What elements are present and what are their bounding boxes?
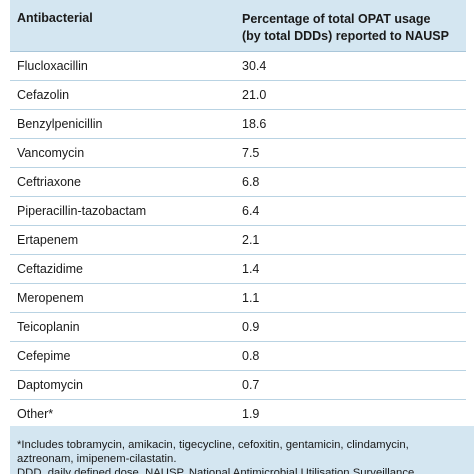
table-row: Cefepime 0.8 bbox=[10, 342, 466, 371]
cell-percentage: 1.9 bbox=[242, 407, 260, 421]
table-row: Meropenem 1.1 bbox=[10, 284, 466, 313]
footnote-line3: DDD, daily defined dose. NAUSP, National… bbox=[17, 467, 415, 474]
cell-antibacterial: Ceftriaxone bbox=[17, 175, 81, 189]
footnote-line1: *Includes tobramycin, amikacin, tigecycl… bbox=[17, 439, 409, 451]
opat-usage-table: Antibacterial Percentage of total OPAT u… bbox=[10, 0, 466, 429]
header-antibacterial: Antibacterial bbox=[17, 11, 93, 25]
cell-antibacterial: Flucloxacillin bbox=[17, 59, 88, 73]
cell-percentage: 0.9 bbox=[242, 320, 260, 334]
cell-antibacterial: Ceftazidime bbox=[17, 262, 83, 276]
table-row: Ertapenem 2.1 bbox=[10, 226, 466, 255]
cell-antibacterial: Meropenem bbox=[17, 291, 84, 305]
footnote-line2: aztreonam, imipenem-cilastatin. bbox=[17, 453, 177, 465]
cell-antibacterial: Daptomycin bbox=[17, 378, 83, 392]
cell-percentage: 21.0 bbox=[242, 88, 267, 102]
header-percentage: Percentage of total OPAT usage (by total… bbox=[242, 0, 466, 51]
header-percentage-line1: Percentage of total OPAT usage bbox=[242, 12, 431, 26]
table-row: Cefazolin 21.0 bbox=[10, 81, 466, 110]
table-row: Piperacillin-tazobactam 6.4 bbox=[10, 197, 466, 226]
table-row: Vancomycin 7.5 bbox=[10, 139, 466, 168]
cell-percentage: 0.7 bbox=[242, 378, 260, 392]
table-row: Benzylpenicillin 18.6 bbox=[10, 110, 466, 139]
table-row: Daptomycin 0.7 bbox=[10, 371, 466, 400]
table-row: Teicoplanin 0.9 bbox=[10, 313, 466, 342]
cell-percentage: 6.8 bbox=[242, 175, 260, 189]
cell-antibacterial: Cefazolin bbox=[17, 88, 70, 102]
cell-antibacterial: Ertapenem bbox=[17, 233, 79, 247]
table-row: Flucloxacillin 30.4 bbox=[10, 52, 466, 81]
cell-antibacterial: Teicoplanin bbox=[17, 320, 80, 334]
cell-percentage: 6.4 bbox=[242, 204, 260, 218]
cell-antibacterial: Cefepime bbox=[17, 349, 71, 363]
table-header-row: Antibacterial Percentage of total OPAT u… bbox=[10, 0, 466, 52]
cell-antibacterial: Piperacillin-tazobactam bbox=[17, 204, 147, 218]
table-row: Ceftazidime 1.4 bbox=[10, 255, 466, 284]
cell-percentage: 1.1 bbox=[242, 291, 260, 305]
cell-antibacterial: Vancomycin bbox=[17, 146, 85, 160]
table-row: Ceftriaxone 6.8 bbox=[10, 168, 466, 197]
table-row: Other* 1.9 bbox=[10, 400, 466, 429]
header-percentage-line2: (by total DDDs) reported to NAUSP bbox=[242, 29, 449, 43]
table-footnote: *Includes tobramycin, amikacin, tigecycl… bbox=[10, 426, 474, 474]
cell-percentage: 1.4 bbox=[242, 262, 260, 276]
cell-percentage: 2.1 bbox=[242, 233, 260, 247]
cell-percentage: 7.5 bbox=[242, 146, 260, 160]
cell-percentage: 18.6 bbox=[242, 117, 267, 131]
cell-percentage: 0.8 bbox=[242, 349, 260, 363]
cell-antibacterial: Other* bbox=[17, 407, 54, 421]
cell-percentage: 30.4 bbox=[242, 59, 267, 73]
cell-antibacterial: Benzylpenicillin bbox=[17, 117, 103, 131]
